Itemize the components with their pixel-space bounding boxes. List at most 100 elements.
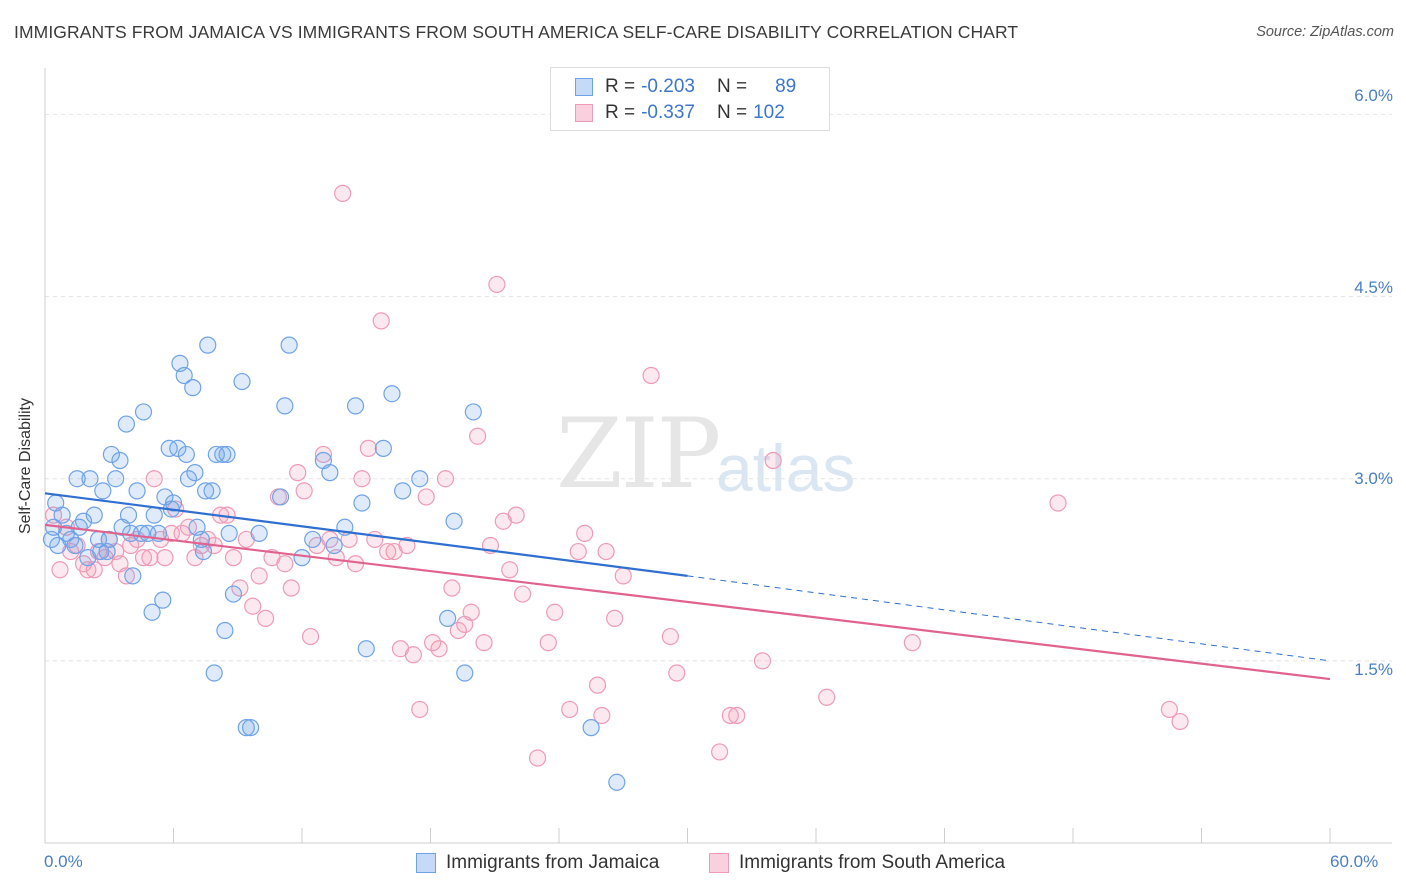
n-label: N =	[716, 76, 748, 97]
south-america-point	[301, 627, 320, 646]
jamaica-point	[164, 494, 183, 512]
jamaica-point	[197, 482, 215, 500]
south-america-point	[289, 464, 307, 482]
south-america-point	[546, 603, 564, 621]
jamaica-point	[169, 439, 187, 457]
legend-row-south-america: R = -0.337 N = 102	[575, 102, 785, 124]
south-america-point	[661, 627, 679, 646]
r-value: -0.337	[641, 102, 695, 123]
n-value: 102	[753, 102, 785, 123]
jamaica-point	[220, 524, 238, 542]
south-america-point	[282, 579, 300, 597]
south-america-point	[443, 579, 461, 597]
south-america-point	[411, 700, 429, 719]
jamaica-point	[205, 664, 223, 682]
south-america-point	[51, 561, 69, 579]
jamaica-point	[304, 530, 322, 549]
jamaica-point	[445, 512, 463, 530]
n-label: N =	[716, 102, 748, 123]
legend-item-south-america: Immigrants from South America	[709, 852, 1005, 874]
jamaica-point	[128, 482, 146, 500]
correlation-legend: R = -0.203 N = 89 R = -0.337 N = 102	[550, 67, 830, 131]
jamaica-point	[394, 482, 412, 500]
jamaica-point	[280, 336, 298, 354]
jamaica-swatch	[575, 78, 593, 96]
south-america-point	[1049, 494, 1067, 512]
jamaica-swatch	[416, 853, 436, 873]
y-tick-label-3: 3.0%	[1354, 469, 1393, 488]
jamaica-point	[199, 336, 217, 354]
south-america-point	[449, 621, 467, 640]
y-tick-label-6: 6.0%	[1354, 86, 1393, 105]
legend-row-jamaica: R = -0.203 N = 89	[575, 76, 796, 98]
jamaica-point	[439, 609, 457, 627]
legend-label: Immigrants from South America	[739, 852, 1006, 873]
y-tick-label-4-5: 4.5%	[1354, 278, 1393, 297]
south-america-point	[256, 609, 275, 627]
jamaica-point	[374, 439, 392, 457]
jamaica-point	[357, 640, 375, 658]
south-america-point	[404, 646, 422, 664]
jamaica-point	[85, 506, 103, 524]
jamaica-point	[411, 470, 429, 488]
x-tick-label-max: 60.0%	[1330, 852, 1379, 871]
south-america-point	[1171, 712, 1189, 731]
jamaica-point	[218, 445, 236, 464]
south-america-swatch	[709, 853, 729, 873]
south-america-point	[469, 427, 487, 445]
south-america-point	[134, 549, 153, 567]
south-america-point	[711, 743, 729, 761]
r-value: -0.203	[641, 76, 695, 97]
south-america-point	[507, 506, 525, 524]
chart-title: IMMIGRANTS FROM JAMAICA VS IMMIGRANTS FR…	[14, 22, 1019, 42]
south-america-swatch	[575, 104, 593, 122]
jamaica-point	[216, 621, 234, 640]
jamaica-point	[582, 719, 600, 737]
legend-label: Immigrants from Jamaica	[446, 852, 660, 873]
watermark-zip: ZIP	[556, 398, 721, 510]
jamaica-point	[154, 591, 172, 609]
jamaica-point	[111, 451, 129, 470]
jamaica-point	[53, 506, 71, 524]
y-tick-label-1-5: 1.5%	[1354, 660, 1393, 679]
south-america-point	[379, 542, 397, 561]
south-america-point	[606, 609, 624, 627]
r-label: R =	[605, 76, 636, 97]
jamaica-point	[100, 530, 118, 549]
jamaica-point	[81, 470, 99, 488]
jamaica-point	[383, 385, 401, 403]
south-america-point	[539, 634, 557, 652]
jamaica-point	[68, 470, 86, 488]
south-america-point	[513, 585, 532, 603]
y-axis-label: Self-Care Disability	[17, 397, 34, 535]
south-america-point	[79, 561, 97, 579]
jamaica-point	[203, 482, 221, 500]
n-value: 89	[775, 76, 797, 97]
south-america-point	[231, 579, 249, 597]
south-america-point	[398, 536, 416, 555]
south-america-point	[753, 652, 772, 670]
south-america-point	[475, 634, 493, 652]
jamaica-point	[94, 482, 112, 500]
jamaica-point	[143, 603, 161, 621]
south-america-point	[372, 312, 390, 330]
south-america-point	[528, 749, 547, 767]
jamaica-point	[325, 536, 343, 555]
r-label: R =	[605, 102, 636, 123]
south-america-point	[593, 706, 611, 725]
jamaica-point	[184, 379, 202, 397]
south-america-point	[334, 184, 352, 202]
jamaica-point	[353, 494, 371, 512]
south-america-point	[276, 555, 294, 573]
south-america-point	[417, 488, 435, 506]
jamaica-point	[346, 397, 365, 415]
jamaica-point	[194, 542, 213, 561]
south-america-point	[353, 470, 371, 488]
jamaica-point	[250, 524, 268, 542]
south-america-point	[295, 482, 313, 500]
south-america-point	[561, 700, 579, 719]
watermark-atlas: atlas	[716, 431, 856, 505]
jamaica-point	[293, 549, 311, 567]
jamaica-trend-extension	[687, 575, 1331, 662]
